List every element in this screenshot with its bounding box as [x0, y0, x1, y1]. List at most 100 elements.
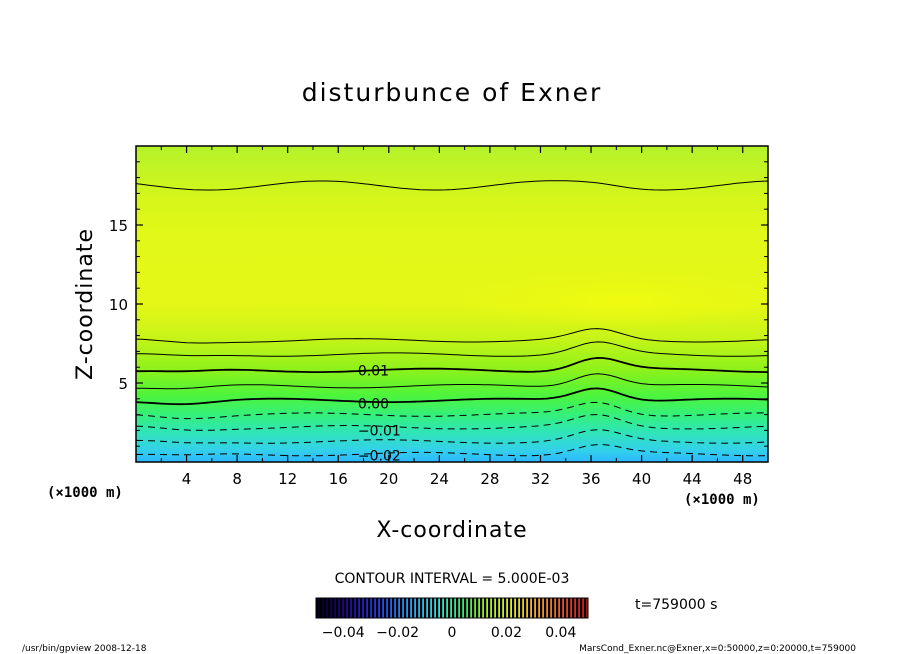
- colorbar-cell: [370, 598, 372, 618]
- colorbar-cell-bg: [488, 598, 492, 618]
- colorbar: [316, 598, 588, 618]
- colorbar-cell-bg: [468, 598, 472, 618]
- colorbar-cell-bg: [516, 598, 520, 618]
- colorbar-cell-bg: [364, 598, 368, 618]
- colorbar-cell-bg: [500, 598, 504, 618]
- colorbar-cell: [318, 598, 320, 618]
- colorbar-cell: [422, 598, 424, 618]
- colorbar-cell-bg: [400, 598, 404, 618]
- contour-lines: [136, 180, 768, 457]
- colorbar-cell: [330, 598, 332, 618]
- colorbar-tick-label: −0.04: [322, 625, 365, 641]
- chart-title: disturbunce of Exner: [302, 78, 603, 107]
- contour-line: [136, 429, 768, 444]
- x-tick-label: 8: [232, 470, 242, 488]
- contour-line: [136, 414, 768, 431]
- colorbar-cell: [322, 598, 324, 618]
- x-axis-ticks: 4 8 12 16 20 24 28 32 36 40 44 48: [160, 146, 752, 488]
- colorbar-cell: [334, 598, 336, 618]
- colorbar-cell-bg: [352, 598, 356, 618]
- colorbar-cell: [506, 598, 508, 618]
- colorbar-cell: [486, 598, 488, 618]
- contour-line: [136, 341, 768, 357]
- colorbar-cell: [574, 598, 576, 618]
- colorbar-cell: [402, 598, 404, 618]
- colorbar-cell: [450, 598, 452, 618]
- y-tick-label: 10: [109, 296, 128, 314]
- colorbar-cell: [466, 598, 468, 618]
- colorbar-cell-bg: [360, 598, 364, 618]
- colorbar-cell-bg: [348, 598, 352, 618]
- contour-label: 0.00: [358, 397, 389, 413]
- colorbar-cell-bg: [432, 598, 436, 618]
- colorbar-cell: [342, 598, 344, 618]
- colorbar-cell: [502, 598, 504, 618]
- colorbar-cell: [410, 598, 412, 618]
- colorbar-cell: [442, 598, 444, 618]
- colorbar-cell: [346, 598, 348, 618]
- contour-label: −0.02: [358, 449, 401, 465]
- x-tick-label: 36: [581, 470, 600, 488]
- colorbar-cell-bg: [452, 598, 456, 618]
- colorbar-cell-bg: [532, 598, 536, 618]
- y-axis-ticks: 5 10 15: [109, 161, 768, 447]
- colorbar-cell: [462, 598, 464, 618]
- x-tick-label: 48: [733, 470, 752, 488]
- y-tick-label: 5: [118, 375, 128, 393]
- x-tick-label: 12: [278, 470, 297, 488]
- colorbar-cell-bg: [380, 598, 384, 618]
- colorbar-cell: [418, 598, 420, 618]
- colorbar-cell-bg: [340, 598, 344, 618]
- colorbar-cell: [374, 598, 376, 618]
- y-axis-label: Z-coordinate: [73, 228, 98, 380]
- colorbar-cell-bg: [564, 598, 568, 618]
- colorbar-cell: [522, 598, 524, 618]
- colorbar-cell-bg: [512, 598, 516, 618]
- colorbar-cell-bg: [416, 598, 420, 618]
- x-tick-label: 24: [430, 470, 449, 488]
- colorbar-cell-bg: [536, 598, 540, 618]
- colorbar-cell: [414, 598, 416, 618]
- colorbar-cell-bg: [336, 598, 340, 618]
- footer-right: MarsCond_Exner.nc@Exner,x=0:50000,z=0:20…: [579, 644, 856, 654]
- colorbar-cell-bg: [460, 598, 464, 618]
- colorbar-cell-bg: [328, 598, 332, 618]
- colorbar-cell-bg: [572, 598, 576, 618]
- colorbar-cell-bg: [560, 598, 564, 618]
- colorbar-cell-bg: [396, 598, 400, 618]
- colorbar-cell: [362, 598, 364, 618]
- contour-line: [136, 373, 768, 390]
- colorbar-cell: [326, 598, 328, 618]
- colorbar-tick-label: 0: [448, 625, 457, 641]
- contour-interval-text: CONTOUR INTERVAL = 5.000E-03: [335, 571, 570, 587]
- colorbar-cell: [454, 598, 456, 618]
- contour-line: [136, 387, 768, 406]
- colorbar-cell-bg: [520, 598, 524, 618]
- colorbar-tick-label: 0.02: [491, 625, 522, 641]
- time-text: t=759000 s: [635, 597, 717, 613]
- contour-labels: 0.01 0.00 −0.01 −0.02: [358, 363, 401, 465]
- contour-line: [136, 356, 768, 374]
- colorbar-cell: [514, 598, 516, 618]
- colorbar-cell-bg: [528, 598, 532, 618]
- colorbar-cell-bg: [524, 598, 528, 618]
- colorbar-cell: [458, 598, 460, 618]
- x-tick-label: 4: [182, 470, 192, 488]
- colorbar-cell: [474, 598, 476, 618]
- x-tick-label: 44: [683, 470, 702, 488]
- colorbar-cell-bg: [428, 598, 432, 618]
- colorbar-cell-bg: [568, 598, 572, 618]
- colorbar-cell-bg: [376, 598, 380, 618]
- colorbar-cell-bg: [496, 598, 500, 618]
- colorbar-cell-bg: [448, 598, 452, 618]
- colorbar-cell-bg: [440, 598, 444, 618]
- x-tick-label: 40: [632, 470, 651, 488]
- plot-area: [136, 146, 768, 462]
- contour-label: −0.01: [358, 423, 401, 439]
- colorbar-cell-bg: [544, 598, 548, 618]
- colorbar-cell-bg: [392, 598, 396, 618]
- contour-line: [136, 444, 768, 457]
- colorbar-cell-bg: [576, 598, 580, 618]
- colorbar-cell: [350, 598, 352, 618]
